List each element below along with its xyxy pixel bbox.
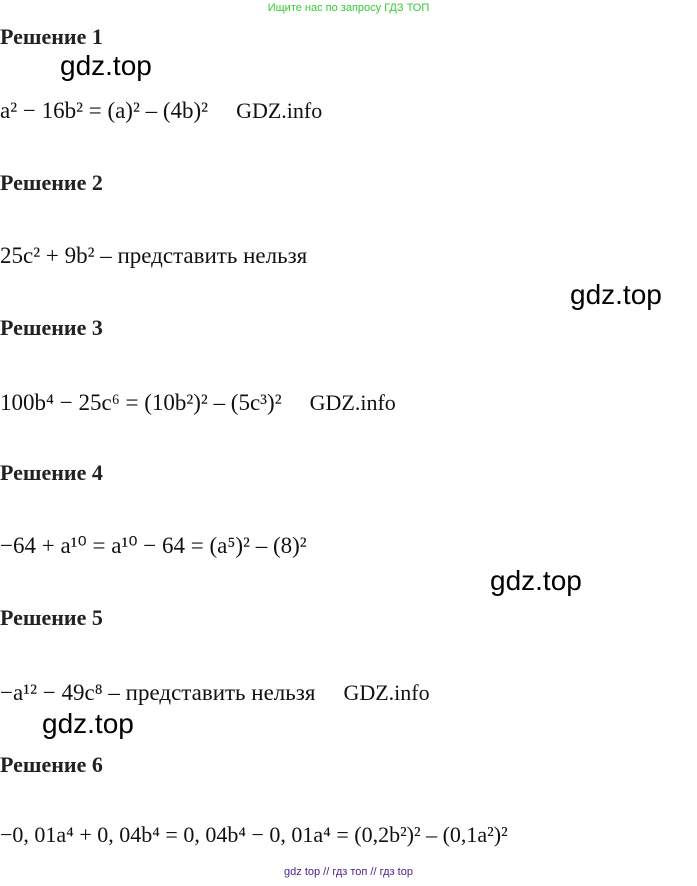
formula-text: 100b⁴ − 25c⁶ = (10b²)² – (5c³)² (0, 390, 282, 415)
gdz-info-watermark: GDZ.info (236, 98, 323, 123)
top-note: Ищите нас по запросу ГДЗ ТОП (267, 2, 430, 14)
gdz-info-watermark: GDZ.info (309, 390, 396, 415)
solution-5-heading: Решение 5 (0, 605, 103, 630)
solution-2-formula: 25c² + 9b² – представить нельзя (0, 243, 307, 269)
gdz-top-watermark: gdz.top (490, 565, 582, 596)
gdz-top-watermark: gdz.top (570, 279, 662, 310)
formula-text: −a¹² − 49c⁸ – представить нельзя (0, 680, 316, 705)
solution-1-formula: a² − 16b² = (a)² – (4b)² GDZ.info (0, 98, 322, 124)
formula-text: a² − 16b² = (a)² – (4b)² (0, 98, 209, 123)
solution-5-formula: −a¹² − 49c⁸ – представить нельзя GDZ.info (0, 680, 430, 706)
gdz-top-watermark: gdz.top (60, 50, 152, 81)
formula-text: −0, 01a⁴ + 0, 04b⁴ = 0, 04b⁴ − 0, 01a⁴ =… (0, 822, 508, 847)
formula-text: 25c² + 9b² – представить нельзя (0, 243, 308, 268)
solution-6-formula: −0, 01a⁴ + 0, 04b⁴ = 0, 04b⁴ − 0, 01a⁴ =… (0, 822, 508, 848)
solution-3-formula: 100b⁴ − 25c⁶ = (10b²)² – (5c³)² GDZ.info (0, 390, 396, 416)
solution-4-heading: Решение 4 (0, 460, 103, 485)
gdz-info-watermark: GDZ.info (343, 680, 430, 705)
solution-1-heading: Решение 1 (0, 24, 103, 49)
solution-6-heading: Решение 6 (0, 752, 103, 777)
solution-3-heading: Решение 3 (0, 315, 103, 340)
footer-links: gdz top // гдз топ // гдз top (284, 866, 413, 878)
gdz-top-watermark: gdz.top (42, 708, 134, 739)
solution-4-formula: −64 + a¹⁰ = a¹⁰ − 64 = (a⁵)² – (8)² (0, 533, 307, 559)
formula-text: −64 + a¹⁰ = a¹⁰ − 64 = (a⁵)² – (8)² (0, 533, 307, 558)
solution-2-heading: Решение 2 (0, 170, 103, 195)
